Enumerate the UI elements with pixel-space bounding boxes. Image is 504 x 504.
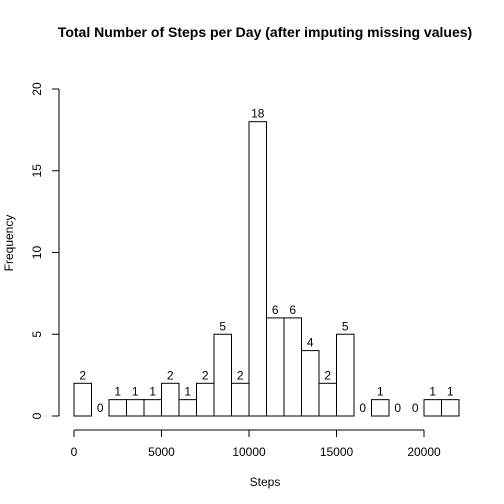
- bar-count-label: 2: [202, 368, 209, 382]
- y-tick-label: 0: [30, 412, 44, 419]
- bar-count-label: 6: [289, 303, 296, 317]
- bar-count-label: 2: [324, 368, 331, 382]
- histogram-bar: [301, 350, 320, 417]
- chart-title: Total Number of Steps per Day (after imp…: [58, 24, 472, 40]
- histogram-bar: [336, 333, 355, 417]
- histogram-bar: [108, 399, 127, 417]
- bar-count-label: 1: [377, 385, 384, 399]
- histogram-bar: [73, 382, 92, 417]
- histogram-bar: [196, 382, 215, 417]
- bar-count-label: 0: [97, 401, 104, 415]
- y-tick-label: 10: [30, 246, 44, 260]
- x-tick-label: 15000: [320, 445, 354, 459]
- bar-count-label: 18: [251, 107, 265, 121]
- y-tick-label: 5: [30, 331, 44, 338]
- x-axis: 0 5000 10000 15000 20000: [71, 429, 441, 459]
- bar-count-label: 5: [342, 319, 349, 333]
- bars-group: [73, 121, 460, 417]
- x-tick-label: 0: [71, 445, 78, 459]
- x-tick-label: 5000: [148, 445, 175, 459]
- bar-count-label: 0: [394, 401, 401, 415]
- y-tick-label: 20: [30, 82, 44, 96]
- bar-count-label: 6: [272, 303, 279, 317]
- histogram-bar: [231, 382, 250, 417]
- bar-count-label: 1: [132, 385, 139, 399]
- bar-count-label: 2: [79, 368, 86, 382]
- y-axis-label: Frequency: [2, 215, 16, 272]
- histogram-bar: [161, 382, 180, 417]
- histogram-bar: [126, 399, 145, 417]
- histogram-bar: [178, 399, 197, 417]
- bar-count-label: 2: [167, 368, 174, 382]
- histogram-bar: [318, 382, 337, 417]
- histogram-bar: [143, 399, 162, 417]
- bar-count-label: 0: [359, 401, 366, 415]
- histogram-bar: [213, 333, 232, 417]
- x-tick-label: 10000: [232, 445, 266, 459]
- bar-count-label: 0: [412, 401, 419, 415]
- bar-count-label: 2: [237, 368, 244, 382]
- bar-count-label: 4: [307, 336, 314, 350]
- histogram-bar: [423, 399, 442, 417]
- bar-count-label: 1: [184, 385, 191, 399]
- bar-count-label: 1: [149, 385, 156, 399]
- histogram-bar: [283, 317, 302, 417]
- bar-count-label: 5: [219, 319, 226, 333]
- bar-count-label: 1: [447, 385, 454, 399]
- x-tick-label: 20000: [407, 445, 441, 459]
- y-axis: 0 5 10 15 20: [30, 82, 60, 419]
- histogram-bar: [441, 399, 460, 417]
- histogram-bar: [266, 317, 285, 417]
- x-axis-label: Steps: [250, 475, 281, 489]
- histogram-bar: [248, 121, 267, 417]
- bar-count-label: 1: [114, 385, 121, 399]
- y-tick-label: 15: [30, 164, 44, 178]
- histogram-bar: [371, 399, 390, 417]
- bar-count-label: 1: [429, 385, 436, 399]
